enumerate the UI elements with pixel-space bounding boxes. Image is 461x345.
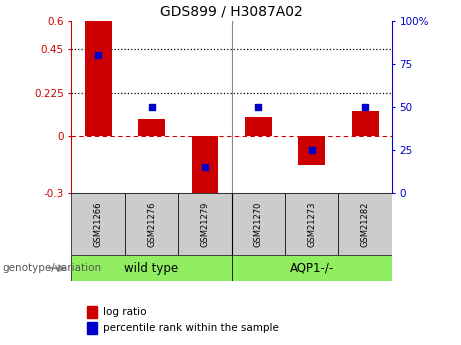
Point	[254, 104, 262, 110]
Text: GSM21276: GSM21276	[147, 201, 156, 247]
Bar	[88, 306, 97, 318]
Text: AQP1-/-: AQP1-/-	[290, 262, 334, 275]
Bar	[245, 117, 272, 136]
Bar	[231, 193, 285, 255]
Text: percentile rank within the sample: percentile rank within the sample	[103, 323, 279, 333]
Bar	[125, 193, 178, 255]
Text: GSM21279: GSM21279	[201, 201, 209, 247]
Bar	[285, 193, 338, 255]
Text: GSM21266: GSM21266	[94, 201, 103, 247]
Text: GSM21273: GSM21273	[307, 201, 316, 247]
Point	[308, 147, 315, 153]
Bar	[178, 193, 231, 255]
Bar	[88, 322, 97, 334]
Bar	[138, 119, 165, 136]
Bar	[85, 21, 112, 136]
Text: genotype/variation: genotype/variation	[2, 263, 101, 273]
Bar	[352, 111, 378, 136]
Bar	[71, 193, 125, 255]
Bar	[298, 136, 325, 165]
Point	[95, 52, 102, 58]
Bar	[231, 255, 392, 281]
Point	[361, 104, 369, 110]
Text: GSM21270: GSM21270	[254, 201, 263, 247]
Bar	[192, 136, 219, 198]
Point	[201, 165, 209, 170]
Text: log ratio: log ratio	[103, 307, 147, 317]
Bar	[338, 193, 392, 255]
Title: GDS899 / H3087A02: GDS899 / H3087A02	[160, 4, 303, 18]
Point	[148, 104, 155, 110]
Text: GSM21282: GSM21282	[361, 201, 370, 247]
Bar	[71, 255, 231, 281]
Text: wild type: wild type	[124, 262, 178, 275]
